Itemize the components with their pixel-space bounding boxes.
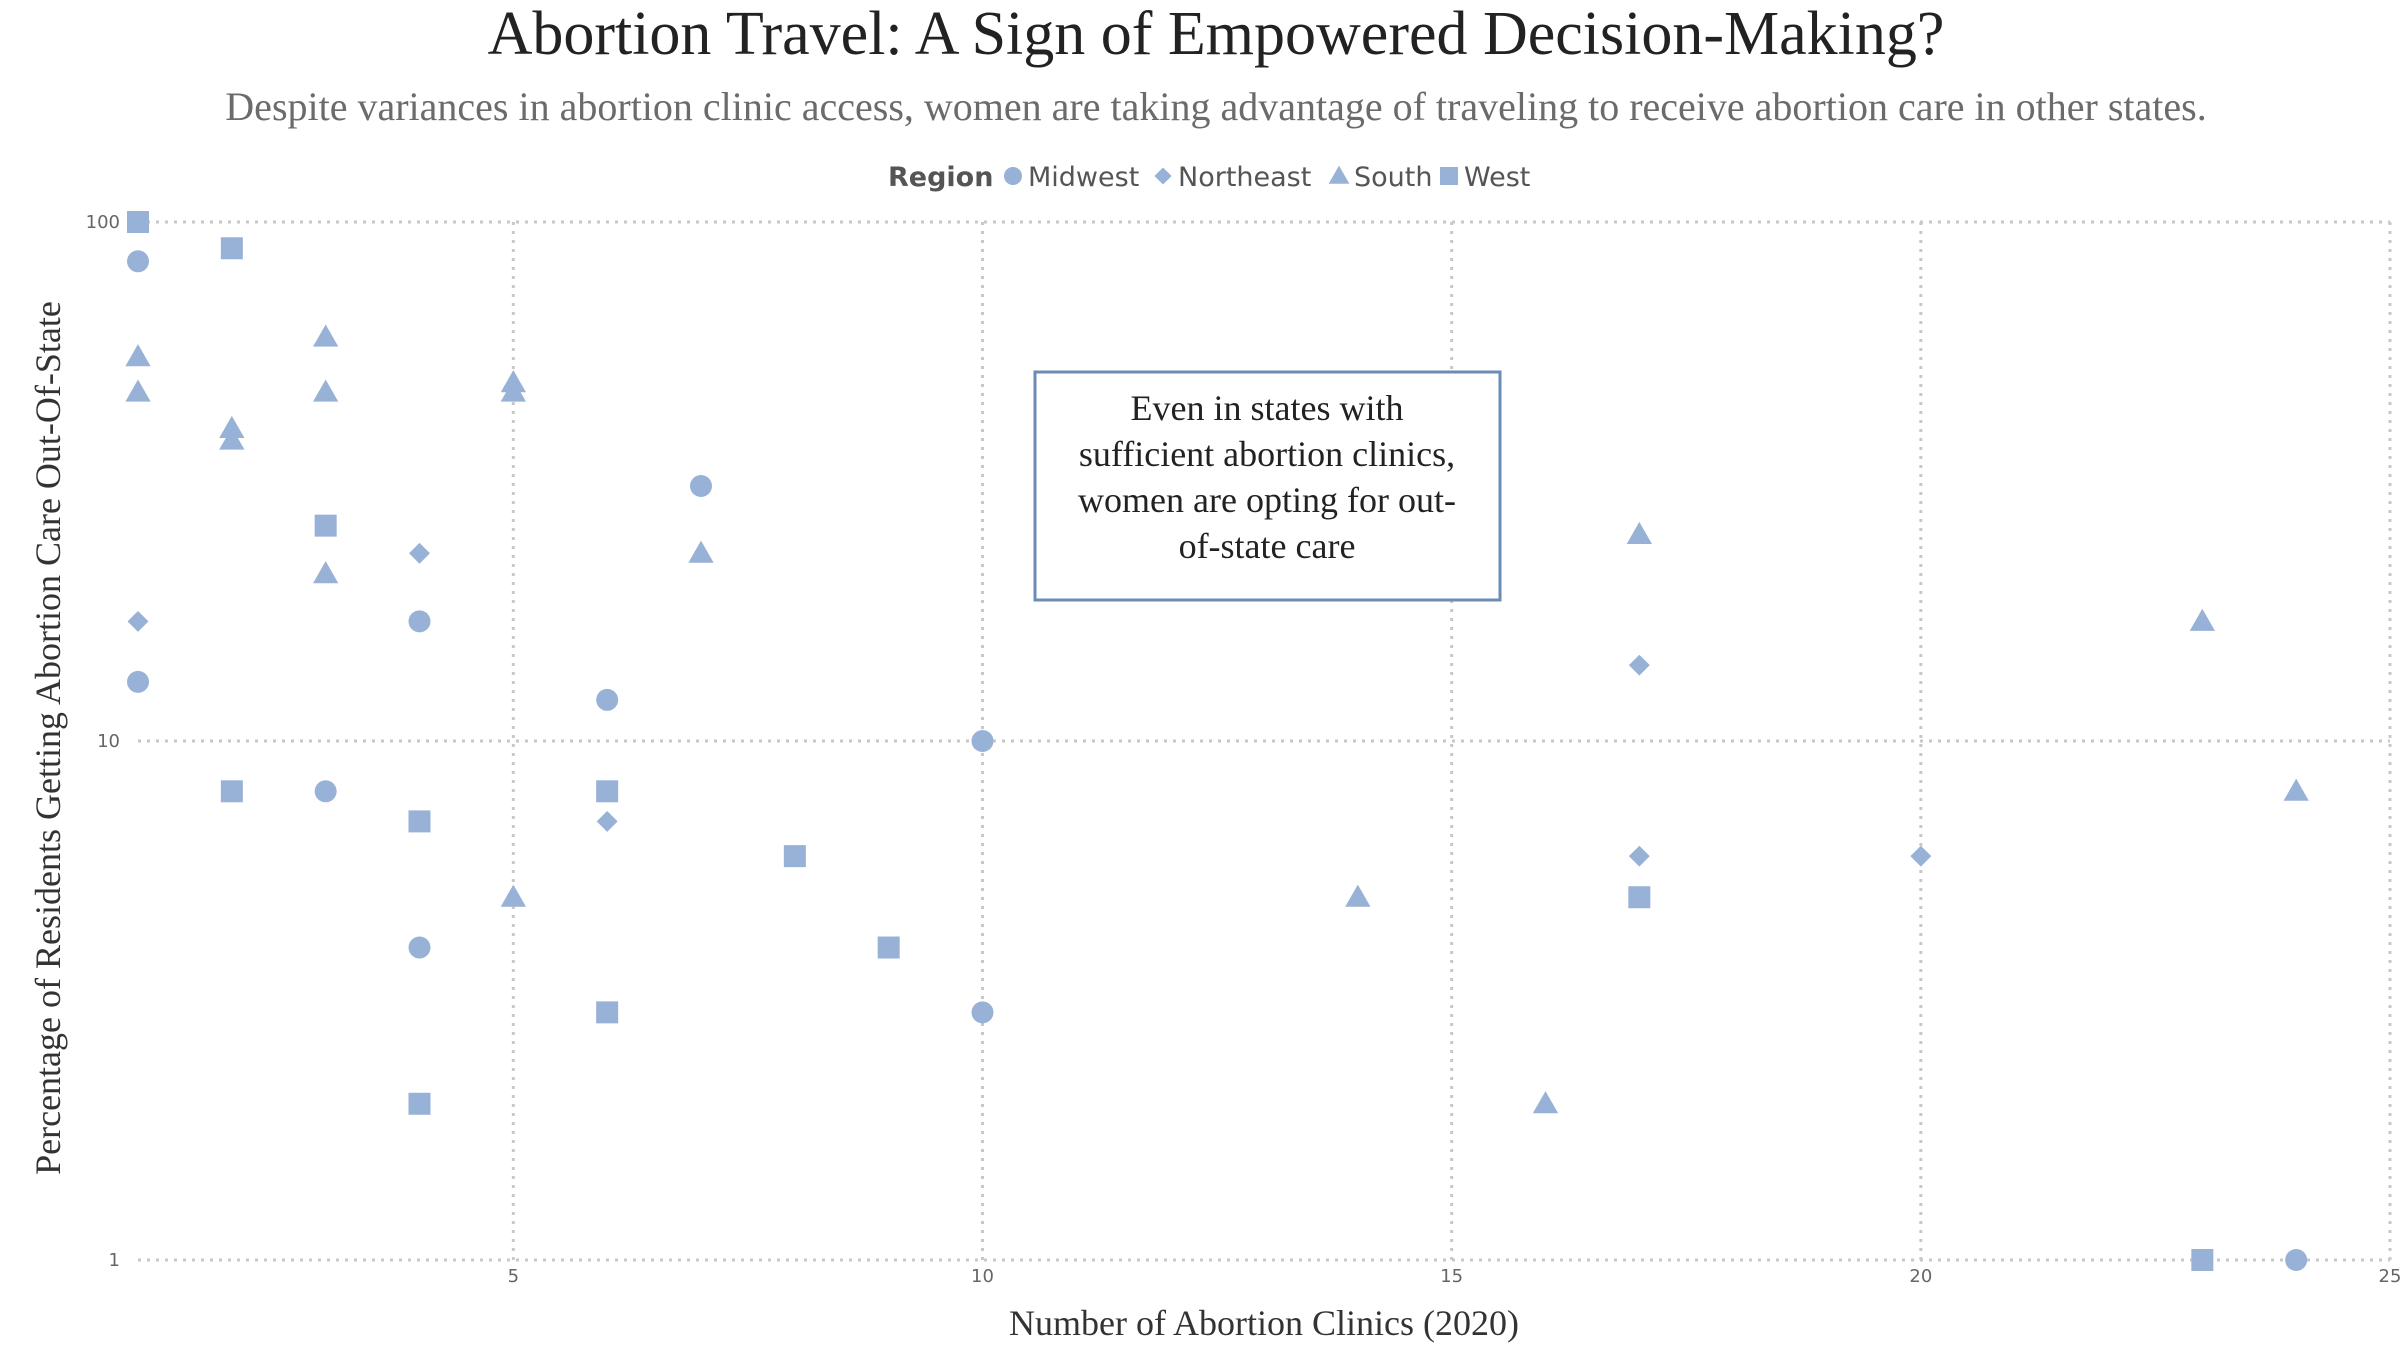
annotation-line-3: women are opting for out-: [1078, 480, 1456, 520]
point-south: [313, 379, 339, 402]
legend-marker-northeast: [1154, 167, 1172, 185]
point-south: [219, 415, 245, 439]
point-south: [125, 344, 151, 367]
y-axis-label: Percentage of Residents Getting Abortion…: [28, 301, 68, 1175]
point-south: [219, 427, 245, 450]
point-midwest: [971, 1001, 994, 1024]
point-midwest: [971, 730, 994, 752]
point-west: [877, 936, 900, 959]
point-south: [500, 379, 526, 402]
legend-label-midwest: Midwest: [1028, 162, 1139, 193]
point-west: [408, 810, 431, 833]
point-west: [1628, 886, 1651, 909]
legend-marker-west: [1440, 167, 1458, 185]
annotation-box: Even in states with sufficient abortion …: [1033, 370, 1502, 602]
point-south: [2189, 608, 2215, 631]
legend-label-west: West: [1464, 162, 1530, 193]
x-tick-label: 5: [508, 1266, 519, 1287]
legend: Region Midwest Northeast South West: [888, 162, 1530, 193]
point-midwest: [408, 610, 431, 633]
chart-title: Abortion Travel: A Sign of Empowered Dec…: [488, 0, 1945, 68]
x-tick-label: 20: [1909, 1266, 1932, 1287]
point-northeast: [1628, 845, 1650, 867]
y-tick-label: 100: [86, 212, 120, 233]
gridlines: [138, 220, 2392, 1262]
point-south: [1532, 1091, 1559, 1114]
y-axis-ticks: 1 10 100: [86, 212, 120, 1271]
data-points: [125, 211, 2309, 1271]
x-tick-label: 25: [2379, 1266, 2402, 1287]
point-west: [2191, 1249, 2214, 1271]
point-midwest: [690, 474, 712, 497]
point-midwest: [314, 780, 337, 803]
point-northeast: [596, 810, 618, 832]
annotation-border: [1033, 370, 1502, 602]
point-west: [596, 1001, 619, 1024]
point-west: [408, 1092, 431, 1115]
point-west: [127, 211, 149, 233]
point-south: [2283, 778, 2309, 801]
chart-subtitle: Despite variances in abortion clinic acc…: [225, 84, 2206, 129]
point-west: [314, 514, 337, 537]
point-south: [500, 884, 526, 907]
point-midwest: [127, 670, 149, 693]
annotation-line-2: sufficient abortion clinics,: [1079, 434, 1455, 474]
point-northeast: [409, 542, 430, 564]
legend-title: Region: [888, 162, 993, 193]
point-northeast: [1910, 845, 1932, 867]
point-south: [313, 561, 339, 584]
legend-marker-midwest: [1004, 167, 1022, 185]
point-south: [125, 379, 151, 402]
annotation-line-4: of-state care: [1179, 526, 1356, 566]
point-west: [783, 845, 806, 868]
point-west: [220, 780, 243, 803]
point-south: [1345, 884, 1371, 907]
y-tick-label: 10: [97, 731, 120, 752]
x-axis-ticks: 5 10 15 20 25: [508, 1266, 2402, 1287]
y-tick-label: 1: [109, 1250, 120, 1271]
legend-label-south: South: [1354, 162, 1432, 193]
x-axis-label: Number of Abortion Clinics (2020): [1009, 1303, 1519, 1343]
x-tick-label: 15: [1440, 1266, 1463, 1287]
point-midwest: [408, 936, 431, 959]
point-south: [1626, 521, 1652, 544]
point-south: [313, 324, 339, 347]
annotation-line-1: Even in states with: [1131, 388, 1404, 428]
point-midwest: [2285, 1249, 2308, 1271]
legend-label-northeast: Northeast: [1178, 162, 1311, 193]
point-west: [596, 780, 619, 803]
point-midwest: [596, 688, 619, 711]
point-northeast: [127, 610, 149, 632]
point-midwest: [127, 250, 149, 273]
point-south: [688, 540, 714, 563]
point-northeast: [1628, 654, 1650, 676]
x-tick-label: 10: [971, 1266, 994, 1287]
legend-marker-south: [1328, 165, 1350, 184]
point-west: [220, 237, 243, 260]
